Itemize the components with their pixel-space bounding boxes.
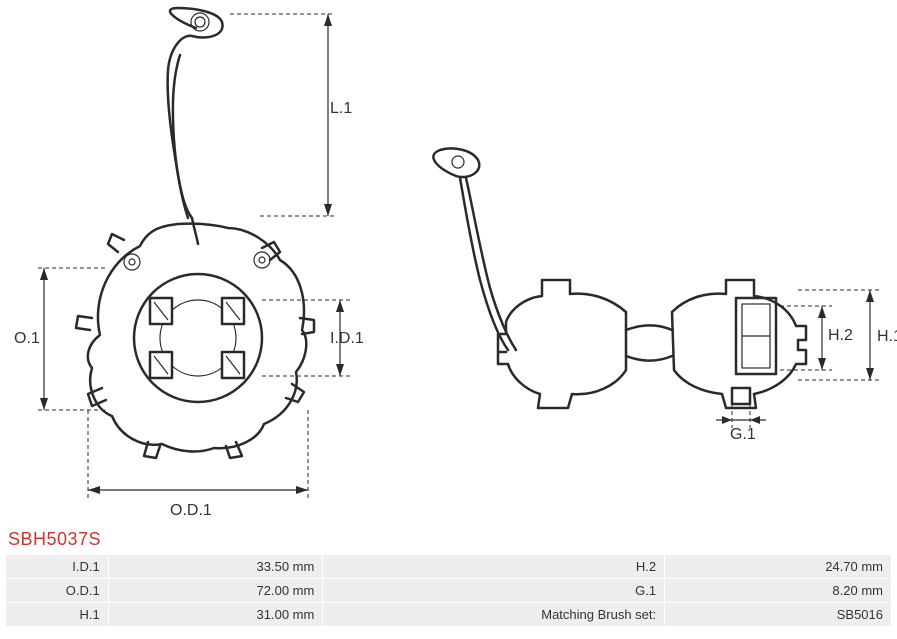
spec-value: 72.00 mm xyxy=(109,579,323,602)
spec-value: 31.00 mm xyxy=(109,603,323,626)
dim-label-H1: H.1 xyxy=(877,328,897,346)
spec-label: O.D.1 xyxy=(6,579,108,602)
specifications-table: I.D.1 33.50 mm H.2 24.70 mm O.D.1 72.00 … xyxy=(5,554,892,627)
spec-value: 33.50 mm xyxy=(109,555,323,578)
table-row: H.1 31.00 mm Matching Brush set: SB5016 xyxy=(6,603,891,626)
spec-label: H.1 xyxy=(6,603,108,626)
spec-label: H.2 xyxy=(323,555,664,578)
table-row: I.D.1 33.50 mm H.2 24.70 mm xyxy=(6,555,891,578)
spec-label: I.D.1 xyxy=(6,555,108,578)
dim-label-O1: O.1 xyxy=(14,330,40,348)
drawing-left-view xyxy=(0,0,400,530)
dim-label-ID1: I.D.1 xyxy=(330,330,364,348)
technical-drawing: L.1 O.1 I.D.1 O.D.1 H.1 H.2 G.1 xyxy=(0,0,897,530)
spec-value: SB5016 xyxy=(665,603,891,626)
part-number-title: SBH5037S xyxy=(8,529,101,550)
spec-value: 8.20 mm xyxy=(665,579,891,602)
dim-label-H2: H.2 xyxy=(828,327,853,345)
drawing-right-view xyxy=(390,0,897,530)
table-row: O.D.1 72.00 mm G.1 8.20 mm xyxy=(6,579,891,602)
dim-label-G1: G.1 xyxy=(730,426,756,444)
spec-label: Matching Brush set: xyxy=(323,603,664,626)
spec-value: 24.70 mm xyxy=(665,555,891,578)
spec-label: G.1 xyxy=(323,579,664,602)
dim-label-OD1: O.D.1 xyxy=(170,502,212,520)
dim-label-L1: L.1 xyxy=(330,100,352,118)
